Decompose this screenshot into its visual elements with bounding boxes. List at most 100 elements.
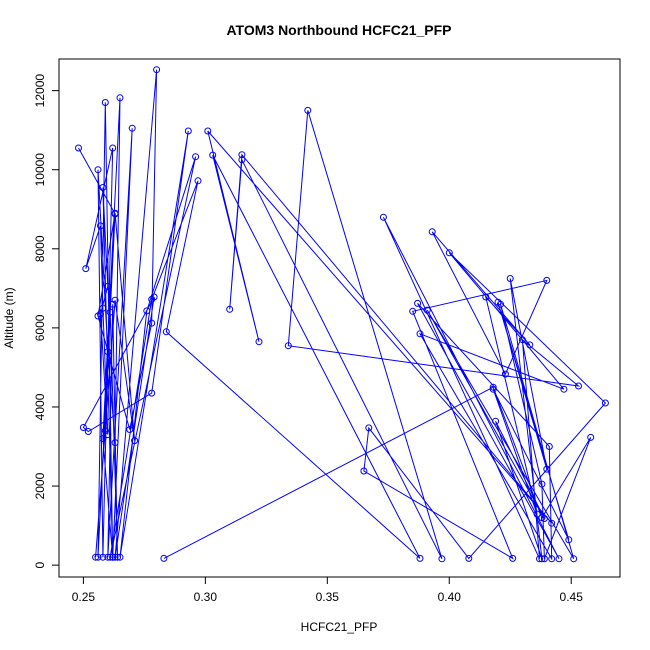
x-tick-label: 0.35 [316, 590, 340, 604]
data-point [560, 385, 568, 393]
data-point [492, 417, 500, 425]
y-tick-label: 0 [33, 561, 47, 568]
y-axis-label: Altitude (m) [2, 287, 16, 348]
data-point [587, 433, 595, 441]
data-point [489, 383, 497, 391]
y-tick-label: 12000 [33, 74, 47, 108]
data-point [162, 328, 170, 336]
data-point [570, 555, 578, 563]
x-tick-label: 0.30 [194, 590, 218, 604]
data-point [99, 184, 107, 191]
data-point [92, 553, 100, 561]
data-point [423, 306, 431, 314]
data-point [104, 348, 112, 356]
data-point [116, 553, 124, 561]
data-point [150, 293, 158, 301]
data-point [533, 510, 541, 518]
data-point [414, 299, 422, 307]
data-point [148, 319, 156, 327]
data-point [416, 330, 424, 338]
data-point [445, 249, 453, 257]
data-point [226, 305, 234, 313]
data-point [360, 467, 368, 475]
data-point [160, 554, 168, 562]
y-axis: 0 2000 4000 6000 8000 10000 12000 [33, 74, 60, 568]
y-tick-label: 4000 [33, 393, 47, 420]
data-point [540, 555, 548, 563]
data-point [536, 555, 543, 563]
data-point [284, 342, 292, 350]
data-point [97, 222, 104, 230]
data-point [365, 424, 373, 432]
data-point [538, 555, 546, 563]
data-point [379, 213, 387, 221]
data-point [465, 554, 473, 562]
data-point [416, 554, 424, 562]
data-point [131, 437, 139, 445]
data-point [238, 156, 246, 164]
data-point [438, 555, 446, 563]
data-point [101, 427, 109, 435]
data-point [75, 144, 82, 152]
data-point [194, 177, 202, 185]
x-axis-label: HCFC21_PFP [301, 620, 378, 634]
x-tick-label: 0.40 [438, 590, 462, 604]
x-tick-label: 0.25 [72, 590, 96, 604]
data-point [255, 338, 263, 346]
series-line [78, 69, 607, 561]
data-point [109, 144, 117, 152]
data-point [555, 555, 563, 563]
data-point [509, 554, 517, 562]
y-tick-label: 10000 [33, 153, 47, 187]
y-tick-label: 8000 [33, 235, 47, 262]
series-layer [75, 66, 609, 563]
data-point [114, 553, 121, 561]
data-point [109, 553, 117, 561]
data-point [548, 519, 556, 527]
data-point [497, 300, 504, 308]
data-point [143, 307, 151, 315]
data-point [99, 435, 107, 443]
data-point [94, 553, 102, 561]
data-point [601, 399, 609, 407]
data-point [111, 209, 119, 217]
data-point [82, 265, 90, 273]
data-point [106, 553, 114, 561]
data-point [482, 293, 490, 301]
data-point [565, 536, 573, 544]
data-point [99, 304, 107, 312]
data-point [84, 428, 92, 435]
data-point [104, 282, 112, 290]
data-point [104, 553, 112, 561]
data-point [575, 382, 582, 390]
data-point [538, 514, 546, 522]
data-point [538, 480, 546, 488]
data-point [409, 307, 417, 315]
chart-title: ATOM3 Northbound HCFC21_PFP [226, 22, 451, 38]
data-point [94, 312, 102, 320]
data-point [184, 127, 192, 135]
data-point [101, 99, 109, 106]
data-point [128, 124, 136, 132]
data-point [126, 426, 134, 433]
data-point [506, 275, 514, 282]
data-point [204, 127, 212, 135]
data-point [548, 555, 556, 563]
data-point [111, 439, 119, 447]
data-point [304, 106, 312, 114]
y-tick-label: 6000 [33, 314, 47, 341]
y-tick-label: 2000 [33, 472, 47, 499]
data-point [94, 166, 102, 174]
data-point [543, 465, 551, 473]
data-point [79, 424, 87, 431]
data-point [106, 308, 114, 316]
data-point [545, 443, 553, 450]
data-point [518, 336, 526, 344]
data-point [526, 341, 534, 349]
data-point [148, 295, 156, 303]
data-point [116, 94, 124, 102]
data-point [111, 553, 119, 561]
x-tick-label: 0.45 [560, 590, 584, 604]
data-point [489, 385, 497, 393]
